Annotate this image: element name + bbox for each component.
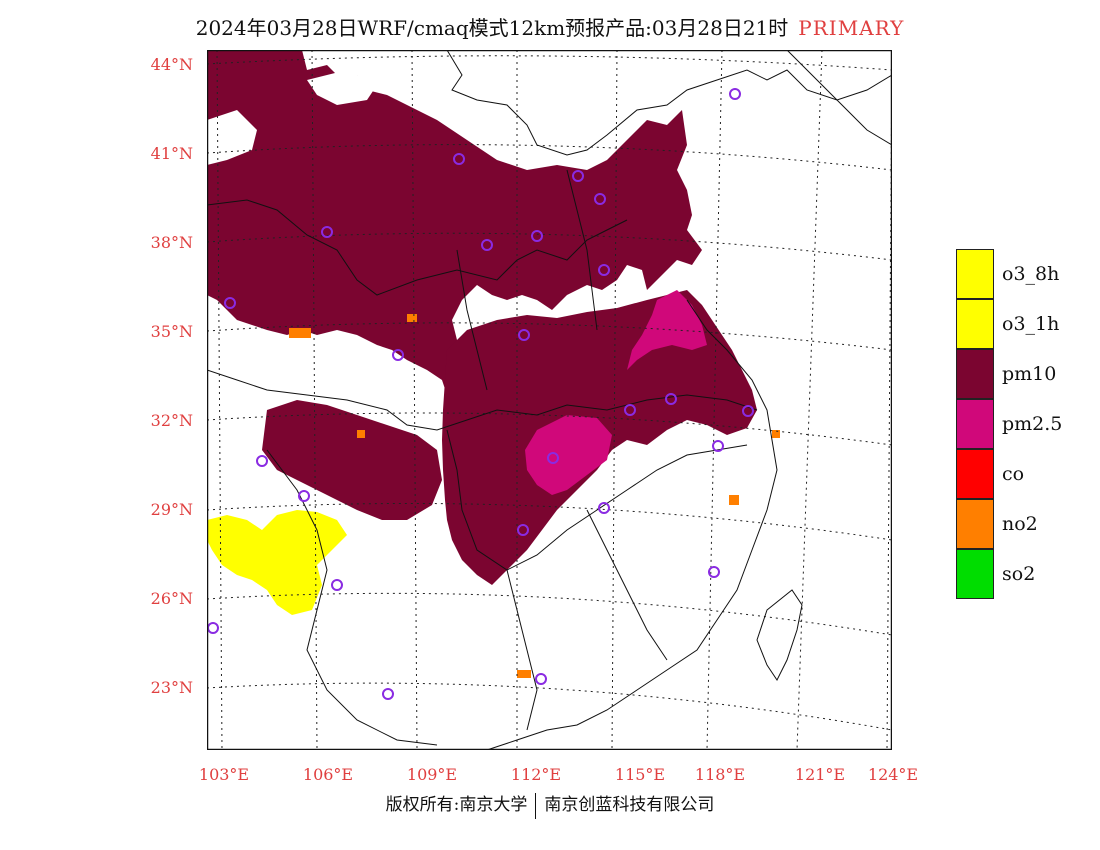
legend-item-pm10: pm10 xyxy=(956,349,1096,399)
lat-label-41n: 41°N xyxy=(150,144,193,163)
no2-spot xyxy=(407,314,417,322)
lat-label-38n: 38°N xyxy=(150,233,193,252)
o3-region xyxy=(207,510,347,615)
legend-swatch-o3-8h xyxy=(956,249,994,299)
lon-label-124e: 124°E xyxy=(867,765,919,784)
legend-swatch-no2 xyxy=(956,499,994,549)
pm10-region-sw xyxy=(262,400,442,520)
lat-label-29n: 29°N xyxy=(150,500,193,519)
legend-item-pm25: pm2.5 xyxy=(956,399,1096,449)
legend-label: so2 xyxy=(1002,563,1036,585)
legend-swatch-co xyxy=(956,449,994,499)
lat-label-44n: 44°N xyxy=(150,55,193,74)
legend-label: co xyxy=(1002,463,1025,485)
legend-item-o3-1h: o3_1h xyxy=(956,299,1096,349)
pm25-region-north xyxy=(627,290,707,370)
pm10-region xyxy=(207,50,702,395)
title-tag: PRIMARY xyxy=(798,16,905,40)
legend-label: o3_8h xyxy=(1002,263,1060,285)
title-text: 2024年03月28日WRF/cmaq模式12km预报产品:03月28日21时 xyxy=(195,16,789,40)
legend-label: no2 xyxy=(1002,513,1038,535)
legend-label: pm10 xyxy=(1002,363,1057,385)
legend-swatch-pm25 xyxy=(956,399,994,449)
lat-label-23n: 23°N xyxy=(150,678,193,697)
no2-spot xyxy=(772,430,780,438)
legend-item-no2: no2 xyxy=(956,499,1096,549)
lon-label-103e: 103°E xyxy=(198,765,250,784)
lon-label-118e: 118°E xyxy=(694,765,746,784)
lon-label-121e: 121°E xyxy=(794,765,846,784)
lon-label-115e: 115°E xyxy=(614,765,666,784)
legend-label: pm2.5 xyxy=(1002,413,1063,435)
legend-swatch-o3-1h xyxy=(956,299,994,349)
no2-spot xyxy=(729,495,739,505)
no2-spot xyxy=(517,670,531,678)
no2-spot xyxy=(289,328,311,338)
lon-label-106e: 106°E xyxy=(302,765,354,784)
legend-item-co: co xyxy=(956,449,1096,499)
legend-swatch-so2 xyxy=(956,549,994,599)
pollution-map xyxy=(207,50,892,750)
legend-item-o3-8h: o3_8h xyxy=(956,249,1096,299)
legend-label: o3_1h xyxy=(1002,313,1060,335)
legend-item-so2: so2 xyxy=(956,549,1096,599)
lon-label-109e: 109°E xyxy=(406,765,458,784)
no2-spot xyxy=(357,430,365,438)
map-title: 2024年03月28日WRF/cmaq模式12km预报产品:03月28日21时 P… xyxy=(0,12,1100,41)
footer-divider xyxy=(535,792,537,819)
legend-swatch-pm10 xyxy=(956,349,994,399)
copyright-right: 南京创蓝科技有限公司 xyxy=(544,795,715,815)
lat-label-26n: 26°N xyxy=(150,589,193,608)
pm25-region-central xyxy=(525,415,612,495)
lon-label-112e: 112°E xyxy=(510,765,562,784)
lat-label-35n: 35°N xyxy=(150,322,193,341)
lat-label-32n: 32°N xyxy=(150,411,193,430)
copyright-footer: 版权所有:南京大学 南京创蓝科技有限公司 xyxy=(0,790,1100,819)
copyright-left: 版权所有:南京大学 xyxy=(385,795,528,815)
